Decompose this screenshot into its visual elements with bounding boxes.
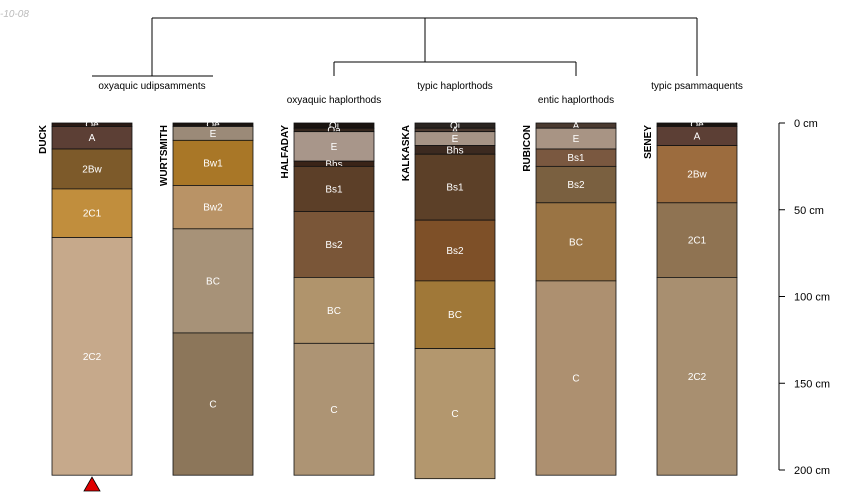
group-label: typic haplorthods <box>417 81 493 92</box>
depth-axis-label: 100 cm <box>794 292 830 304</box>
horizon-2bw <box>656 145 738 204</box>
profile-name-duck: DUCK <box>38 124 49 154</box>
horizon-label: C <box>330 405 337 416</box>
horizon-label: A <box>452 125 459 136</box>
horizon-2c1 <box>656 202 738 278</box>
group-label: entic haplorthods <box>538 95 614 106</box>
horizon-label: Oe <box>206 120 220 131</box>
horizon-label: 2Bw <box>687 170 707 181</box>
profile-name-halfaday: HALFADAY <box>280 125 291 179</box>
horizon-label: E <box>210 129 217 140</box>
horizon-label: Bw1 <box>203 158 223 169</box>
group-label: typic psammaquents <box>651 81 743 92</box>
horizon-label: Bhs <box>325 159 342 170</box>
horizon-e <box>293 131 375 162</box>
horizon-label: E <box>573 134 580 145</box>
horizon-label: C <box>209 400 216 411</box>
horizon-bs2 <box>535 165 617 204</box>
depth-axis-label: 50 cm <box>794 205 824 217</box>
horizon-label: Bs2 <box>567 180 585 191</box>
horizon-label: Bs1 <box>325 184 343 195</box>
horizon-label: 2C2 <box>688 372 707 383</box>
horizon-bs2 <box>414 219 496 282</box>
depth-axis-label: 0 cm <box>794 118 818 130</box>
horizon-label: A <box>89 133 96 144</box>
horizon-label: E <box>331 142 338 153</box>
horizon-c <box>172 332 254 476</box>
horizon-bs1 <box>293 165 375 212</box>
horizon-label: A <box>694 132 701 143</box>
horizon-2c2 <box>656 277 738 476</box>
horizon-label: Oi <box>450 121 460 132</box>
horizon-label: Bs2 <box>325 240 343 251</box>
horizon-2c2 <box>51 237 133 476</box>
horizon-bc <box>172 228 254 334</box>
group-label: oxyaquic haplorthods <box>287 95 382 106</box>
horizon-label: C <box>572 374 579 385</box>
group-label: oxyaquic udipsamments <box>98 81 205 92</box>
horizon-label: BC <box>206 276 220 287</box>
profile-name-rubicon: RUBICON <box>522 125 533 172</box>
horizon-label: Bs1 <box>446 183 464 194</box>
date-stamp: -10-08 <box>0 9 29 20</box>
horizon-label: 2C1 <box>688 236 707 247</box>
horizon-label: Oi <box>329 121 339 132</box>
depth-axis-label: 150 cm <box>794 378 830 390</box>
horizon-label: E <box>452 134 459 145</box>
horizon-label: Bs1 <box>567 153 585 164</box>
red-triangle-marker <box>83 476 101 492</box>
horizon-bc <box>293 277 375 344</box>
profile-name-wurtsmith: WURTSMITH <box>159 125 170 186</box>
horizon-label: C <box>451 409 458 420</box>
horizon-label: BC <box>569 237 583 248</box>
horizon-label: 2Bw <box>82 164 102 175</box>
horizon-bs1 <box>414 153 496 221</box>
horizon-bw1 <box>172 139 254 186</box>
horizon-label: Bs2 <box>446 246 464 257</box>
horizon-label: 2C2 <box>83 352 102 363</box>
profile-name-seney: SENEY <box>643 125 654 159</box>
horizon-label: Bhs <box>446 145 463 156</box>
horizon-label: BC <box>327 306 341 317</box>
horizon-label: A <box>573 121 580 132</box>
horizon-c <box>414 348 496 480</box>
horizon-label: Oa <box>327 125 341 136</box>
horizon-label: Oe <box>85 120 99 131</box>
horizon-bw2 <box>172 185 254 230</box>
profile-name-kalkaska: KALKASKA <box>401 125 412 181</box>
horizon-c <box>535 280 617 476</box>
depth-axis-label: 200 cm <box>794 465 830 477</box>
horizon-bs2 <box>293 211 375 278</box>
horizon-label: Bw2 <box>203 203 223 214</box>
horizon-bc <box>414 280 496 349</box>
horizon-label: BC <box>448 310 462 321</box>
horizon-label: 2C1 <box>83 209 102 220</box>
horizon-c <box>293 342 375 476</box>
horizon-label: Oe <box>690 120 704 131</box>
